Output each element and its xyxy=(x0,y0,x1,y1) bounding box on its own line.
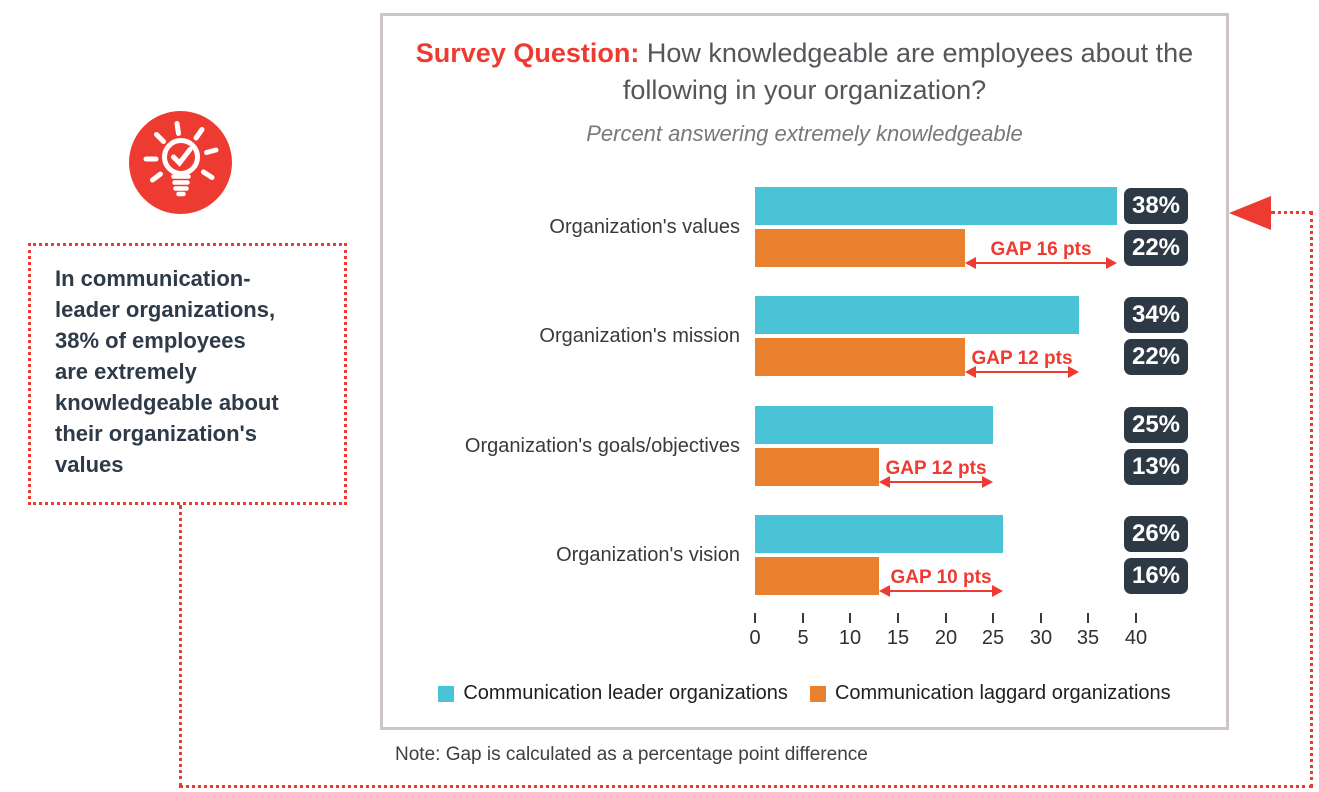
callout-text: In communication- leader organizations, … xyxy=(55,266,279,477)
gap-double-arrow-icon xyxy=(965,257,1117,269)
x-axis-tick-label: 30 xyxy=(1029,627,1053,649)
legend-swatch-icon xyxy=(438,685,455,702)
gap-double-arrow-icon xyxy=(879,585,1003,597)
gap-arrow-left-head xyxy=(965,257,976,269)
legend-item: Communication laggard organizations xyxy=(809,682,1171,705)
gap-label: GAP 16 pts xyxy=(990,239,1092,260)
gap-arrow-right-head xyxy=(1106,257,1117,269)
category-label: Organization's mission xyxy=(539,325,740,347)
x-axis-tick xyxy=(992,613,994,623)
x-axis-tick-label: 15 xyxy=(886,627,910,649)
gap-double-arrow-icon xyxy=(879,476,993,488)
legend-swatch-icon xyxy=(809,685,826,702)
chart-title: Survey Question: How knowledgeable are e… xyxy=(383,35,1226,109)
connector-right-vertical xyxy=(1310,212,1313,787)
category-label: Organization's goals/objectives xyxy=(464,435,740,457)
laggard-bar xyxy=(755,557,879,595)
gap-arrow-line xyxy=(974,262,1108,264)
legend-label: Communication leader organizations xyxy=(463,682,788,704)
leader-value-badge: 38% xyxy=(1124,188,1188,224)
connector-bottom-horizontal xyxy=(179,785,1313,788)
lightbulb-check-icon xyxy=(129,111,232,214)
gap-arrow-line xyxy=(888,481,984,483)
leader-value-badge: 26% xyxy=(1124,516,1188,552)
gap-arrow-line xyxy=(888,590,994,592)
x-axis-tick-label: 20 xyxy=(934,627,958,649)
laggard-value-badge: 13% xyxy=(1124,449,1188,485)
leader-bar xyxy=(755,515,1003,553)
legend: Communication leader organizations Commun… xyxy=(383,682,1226,705)
x-axis-tick-label: 5 xyxy=(797,627,809,649)
gap-arrow-left-head xyxy=(879,476,890,488)
connector-left-vertical xyxy=(179,505,182,787)
connector-arrow-stub xyxy=(1271,211,1313,214)
leader-bar xyxy=(755,296,1079,334)
left-arrow-icon xyxy=(1229,196,1271,230)
gap-arrow-right-head xyxy=(1068,366,1079,378)
legend-label: Communication laggard organizations xyxy=(834,682,1171,704)
legend-item: Communication leader organizations xyxy=(438,682,788,705)
x-axis-tick xyxy=(897,613,899,623)
lightbulb-check-svg xyxy=(129,111,232,214)
note-text: Note: Gap is calculated as a percentage … xyxy=(395,744,868,765)
x-axis-tick xyxy=(849,613,851,623)
chart-title-question: How knowledgeable are employees about th… xyxy=(622,38,1194,105)
gap-arrow-right-head xyxy=(992,585,1003,597)
gap-label: GAP 10 pts xyxy=(890,567,992,588)
gap-label: GAP 12 pts xyxy=(971,348,1073,369)
leader-bar xyxy=(755,187,1117,225)
laggard-value-badge: 22% xyxy=(1124,230,1188,266)
x-axis-tick-label: 40 xyxy=(1124,627,1148,649)
gap-label: GAP 12 pts xyxy=(885,458,987,479)
x-axis-tick xyxy=(945,613,947,623)
gap-arrow-right-head xyxy=(982,476,993,488)
gap-double-arrow-icon xyxy=(965,366,1079,378)
leader-value-badge: 25% xyxy=(1124,407,1188,443)
leader-bar xyxy=(755,406,993,444)
chart-title-prefix: Survey Question: xyxy=(415,38,640,68)
chart-panel: Survey Question: How knowledgeable are e… xyxy=(380,13,1229,730)
leader-value-badge: 34% xyxy=(1124,297,1188,333)
x-axis-tick xyxy=(754,613,756,623)
category-label: Organization's values xyxy=(549,216,740,238)
callout-box: In communication- leader organizations, … xyxy=(28,243,347,505)
x-axis-tick xyxy=(802,613,804,623)
gap-arrow-line xyxy=(974,371,1070,373)
laggard-value-badge: 16% xyxy=(1124,558,1188,594)
chart-subtitle: Percent answering extremely knowledgeabl… xyxy=(586,121,1023,146)
x-axis-tick xyxy=(1135,613,1137,623)
x-axis-tick-label: 25 xyxy=(981,627,1005,649)
x-axis-tick-label: 10 xyxy=(838,627,862,649)
gap-arrow-left-head xyxy=(965,366,976,378)
x-axis-tick-label: 35 xyxy=(1076,627,1100,649)
laggard-value-badge: 22% xyxy=(1124,339,1188,375)
x-axis-tick xyxy=(1087,613,1089,623)
laggard-bar xyxy=(755,229,965,267)
x-axis-tick-label: 0 xyxy=(749,627,761,649)
gap-arrow-left-head xyxy=(879,585,890,597)
laggard-bar xyxy=(755,448,879,486)
category-label: Organization's vision xyxy=(556,544,740,566)
x-axis-tick xyxy=(1040,613,1042,623)
laggard-bar xyxy=(755,338,965,376)
